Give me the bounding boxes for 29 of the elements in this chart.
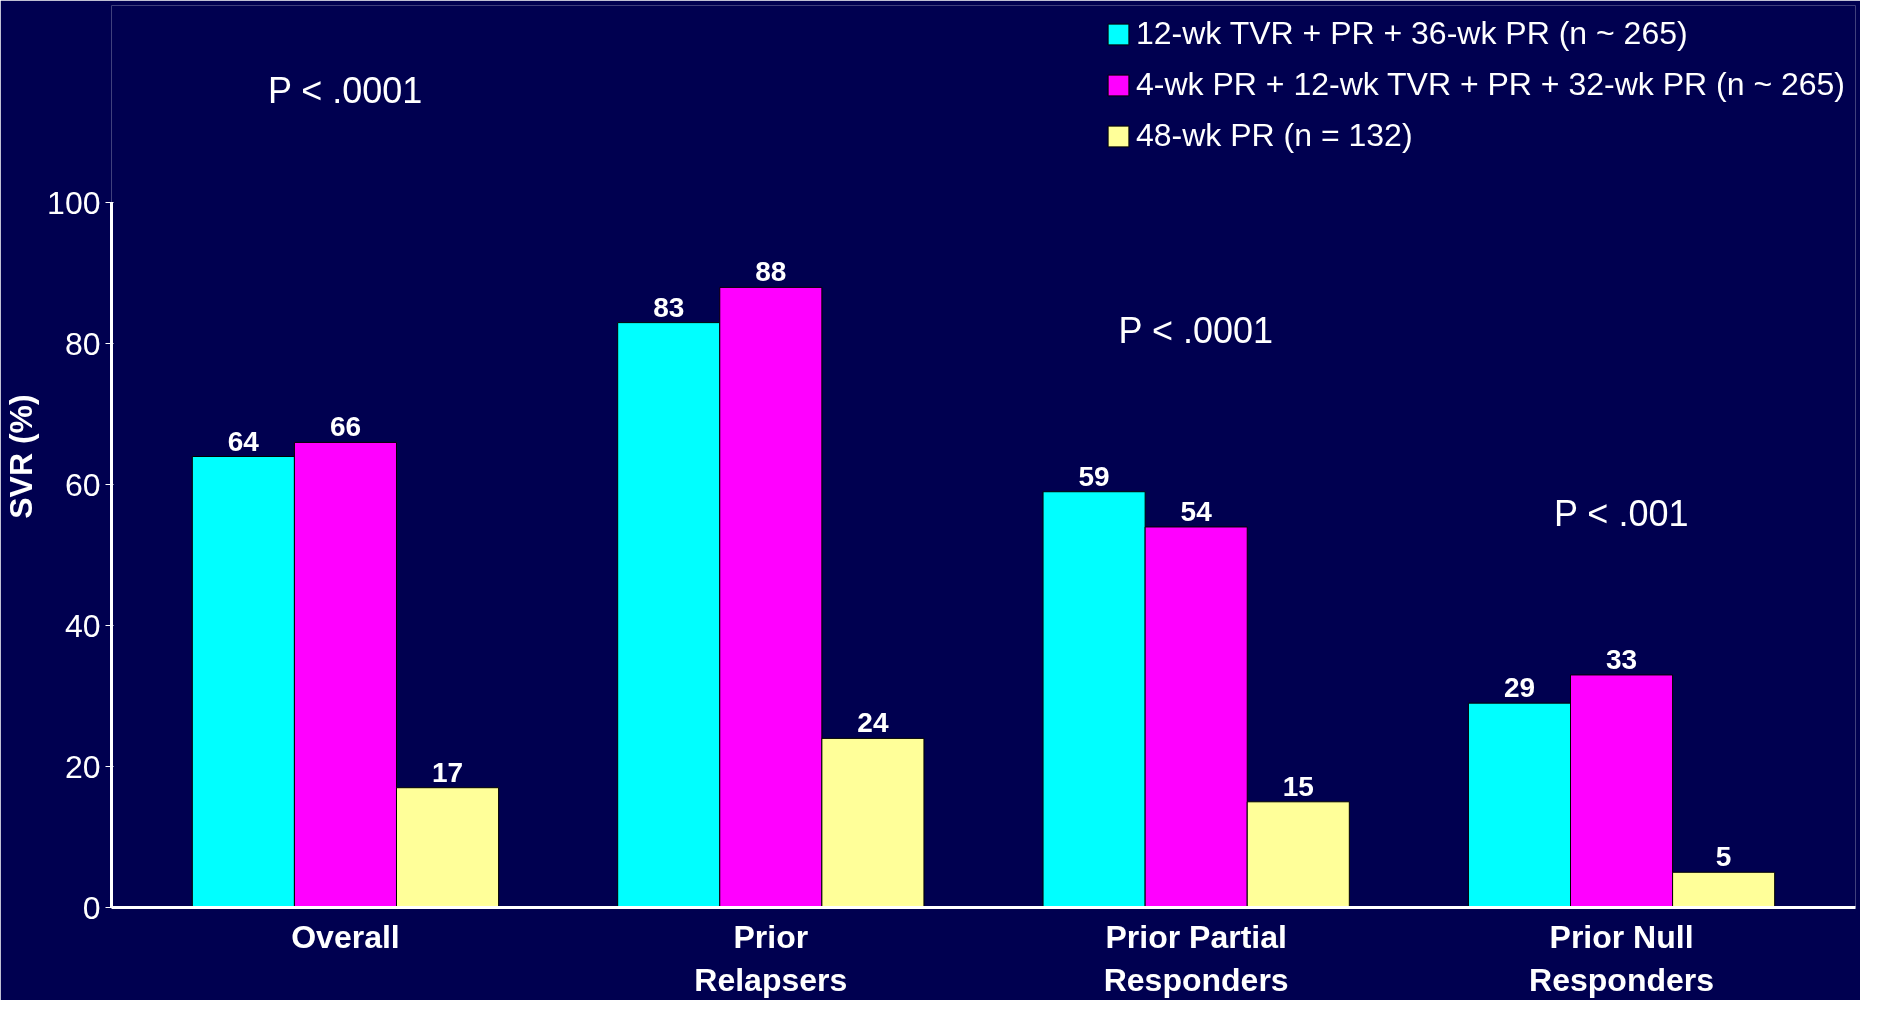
data-label: 17 xyxy=(431,756,464,788)
y-tick-label: 40 xyxy=(64,607,101,644)
data-label: 15 xyxy=(1282,770,1314,802)
data-label: 83 xyxy=(653,291,685,323)
y-tick-label: 100 xyxy=(47,184,101,221)
x-tick-label: Overall xyxy=(291,918,400,955)
data-label: 33 xyxy=(1605,643,1638,675)
data-label: 64 xyxy=(227,425,260,457)
y-tick-label: 20 xyxy=(64,748,101,785)
data-label: 59 xyxy=(1078,460,1110,492)
data-label: 5 xyxy=(1715,841,1732,873)
annotation: P < .0001 xyxy=(1118,309,1274,351)
annotation: P < .0001 xyxy=(267,70,423,112)
data-label: 54 xyxy=(1180,495,1213,527)
data-label: 29 xyxy=(1503,672,1536,704)
legend-label: 4-wk PR + 12-wk TVR + PR + 32-wk PR (n ~ 265) xyxy=(1136,66,1845,103)
data-label: 66 xyxy=(329,411,362,443)
y-tick-label: 80 xyxy=(64,325,101,362)
data-label: 24 xyxy=(857,707,889,739)
y-tick-label: 0 xyxy=(82,889,101,926)
legend-label: 12-wk TVR + PR + 36-wk PR (n ~ 265) xyxy=(1136,15,1688,52)
y-axis-title: SVR (%) xyxy=(3,394,40,519)
x-tick-label: Prior Null Responders xyxy=(1529,918,1715,998)
x-tick-label: Prior Relapsers xyxy=(694,918,848,998)
y-tick-label: 60 xyxy=(64,466,101,503)
annotation: P < .001 xyxy=(1554,493,1689,535)
legend-label: 48-wk PR (n = 132) xyxy=(1136,117,1413,154)
x-tick-label: Prior Partial Responders xyxy=(1103,918,1289,998)
data-label: 88 xyxy=(755,256,787,288)
